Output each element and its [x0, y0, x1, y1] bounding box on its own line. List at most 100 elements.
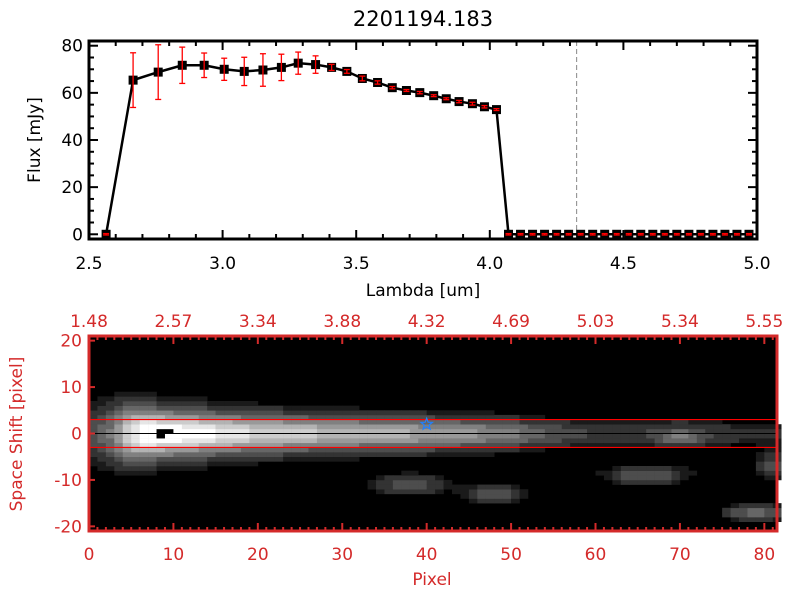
image-pixel	[511, 419, 520, 425]
image-pixel	[367, 447, 377, 453]
image-pixel	[451, 428, 461, 434]
image-pixel	[232, 452, 242, 458]
image-pixel	[409, 424, 419, 430]
image-pixel	[519, 414, 529, 420]
image-pixel	[164, 442, 174, 448]
error-bar	[343, 68, 350, 74]
image-pixel	[114, 461, 124, 467]
image-pixel	[333, 438, 343, 444]
image-pixel	[418, 424, 427, 430]
image-pixel	[105, 466, 115, 471]
image-pixel	[283, 442, 292, 448]
x-tick-label: 30	[331, 545, 353, 565]
top-axis-tick-label: 2.57	[154, 312, 192, 332]
image-pixel	[325, 447, 335, 453]
image-pixel	[392, 433, 402, 439]
image-pixel	[730, 512, 740, 518]
error-bar	[221, 57, 228, 82]
image-pixel	[527, 442, 537, 448]
image-pixel	[131, 419, 140, 425]
image-pixel	[376, 410, 385, 416]
image-pixel	[679, 428, 689, 434]
image-pixel	[249, 410, 259, 416]
image-pixel	[164, 414, 174, 420]
image-pixel	[612, 466, 622, 471]
image-pixel	[316, 442, 326, 448]
top-axis-tick-label: 5.34	[661, 312, 699, 332]
image-pixel	[468, 498, 478, 504]
image-pixel	[376, 419, 385, 425]
image-pixel	[646, 428, 655, 434]
image-pixel	[257, 452, 267, 458]
image-pixel	[359, 428, 368, 434]
image-pixel	[207, 461, 216, 467]
y-tick-label: 40	[61, 131, 83, 151]
image-pixel	[190, 433, 200, 439]
image-pixel	[764, 466, 774, 471]
image-pixel	[359, 438, 368, 444]
image-pixel	[240, 456, 250, 462]
image-pixel	[443, 433, 453, 439]
image-pixel	[578, 419, 588, 425]
image-pixel	[409, 438, 419, 444]
image-pixel	[679, 438, 689, 444]
image-pixel	[190, 447, 200, 453]
image-pixel	[392, 419, 402, 425]
image-pixel	[747, 433, 757, 439]
image-pixel	[713, 428, 723, 434]
image-pixel	[190, 456, 200, 462]
image-pixel	[485, 438, 495, 444]
image-pixel	[215, 447, 225, 453]
image-pixel	[477, 442, 487, 448]
error-bar	[416, 90, 423, 95]
image-pixel	[511, 484, 520, 490]
image-pixel	[114, 424, 124, 430]
image-pixel	[468, 493, 478, 499]
image-pixel	[308, 433, 318, 439]
image-pixel	[730, 433, 740, 439]
image-pixel	[527, 428, 537, 434]
image-pixel	[722, 438, 731, 444]
image-pixel	[663, 424, 672, 430]
image-pixel	[97, 419, 107, 425]
image-pixel	[705, 438, 714, 444]
image-pixel	[198, 452, 208, 458]
image-pixel	[342, 405, 351, 411]
image-pixel	[105, 442, 115, 448]
image-pixel	[426, 479, 436, 485]
image-pixel	[730, 438, 740, 444]
image-pixel	[249, 405, 259, 411]
image-pixel	[511, 428, 520, 434]
image-pixel	[435, 489, 444, 495]
image-pixel	[502, 489, 512, 495]
image-pixel	[502, 438, 512, 444]
image-pixel	[409, 428, 419, 434]
image-pixel	[131, 447, 140, 453]
image-pixel	[401, 438, 411, 444]
image-pixel	[392, 414, 402, 420]
image-pixel	[527, 424, 537, 430]
image-pixel	[249, 428, 259, 434]
image-pixel	[739, 517, 748, 523]
image-pixel	[755, 442, 765, 448]
error-bar	[553, 232, 560, 236]
image-pixel	[105, 433, 115, 439]
image-pixel	[325, 438, 335, 444]
image-pixel	[89, 428, 98, 434]
image-pixel	[637, 466, 647, 471]
image-pixel	[646, 433, 655, 439]
image-pixel	[350, 428, 360, 434]
image-pixel	[105, 461, 115, 467]
image-pixel	[612, 438, 622, 444]
image-pixel	[612, 433, 622, 439]
image-pixel	[97, 433, 107, 439]
image-pixel	[494, 433, 503, 439]
image-pixel	[688, 442, 698, 448]
image-pixel	[156, 396, 166, 402]
image-pixel	[755, 517, 765, 523]
image-pixel	[291, 433, 301, 439]
image-pixel	[570, 433, 579, 439]
image-pixel	[494, 447, 503, 453]
image-pixel	[713, 424, 723, 430]
image-pixel	[679, 433, 689, 439]
